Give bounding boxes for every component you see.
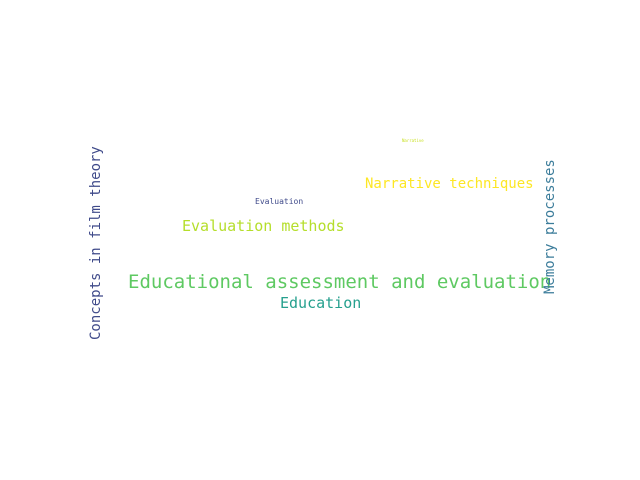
word-evaluation-small: Evaluation <box>255 197 304 206</box>
word-educational-assessment: Educational assessment and evaluation <box>128 271 552 293</box>
word-education: Education <box>280 294 362 312</box>
word-tiny: Narrative <box>402 138 424 143</box>
word-memory-processes: Memory processes <box>542 159 558 294</box>
word-concepts-film-theory: Concepts in film theory <box>88 146 104 340</box>
word-evaluation-methods: Evaluation methods <box>182 217 345 235</box>
word-narrative-techniques: Narrative techniques <box>365 176 534 192</box>
